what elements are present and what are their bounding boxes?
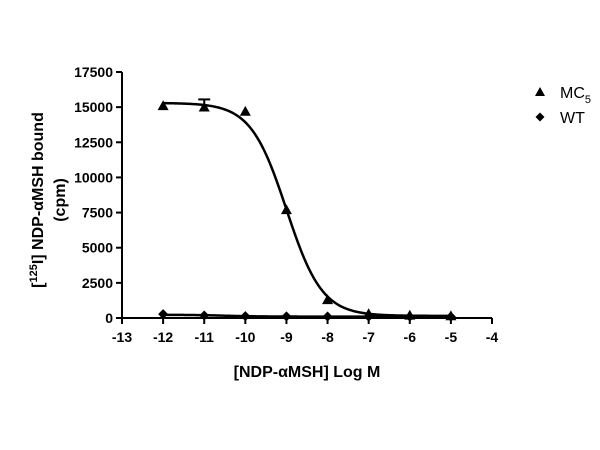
x-axis-title: [NDP-αMSH] Log M [234, 364, 381, 381]
x-tick-label: -4 [486, 329, 499, 345]
y-tick-label: 5000 [82, 240, 113, 256]
legend-marker-triangle [535, 87, 545, 96]
y-tick-label: 0 [105, 310, 113, 326]
x-tick-label: -6 [404, 329, 417, 345]
y-axis-title-units: (cpm) [52, 178, 69, 222]
data-point-triangle [322, 294, 334, 305]
y-tick-label: 15000 [74, 99, 113, 115]
data-point-diamond [240, 311, 251, 322]
svg-text:[125I] NDP-αMSH bound: [125I] NDP-αMSH bound [28, 112, 47, 288]
y-tick-label: 17500 [74, 64, 113, 80]
data-point-diamond [281, 311, 292, 322]
data-point-diamond [404, 311, 415, 322]
data-point-diamond [158, 309, 169, 320]
data-point-triangle [198, 101, 210, 112]
x-tick-label: -9 [280, 329, 293, 345]
y-tick-label: 12500 [74, 134, 113, 150]
legend-label-diamond: WT [560, 110, 585, 127]
x-tick-label: -12 [153, 329, 173, 345]
x-tick-label: -8 [321, 329, 334, 345]
y-tick-label: 10000 [74, 169, 113, 185]
x-tick-label: -11 [194, 329, 214, 345]
x-tick-label: -10 [235, 329, 255, 345]
fit-curve-diamond [163, 313, 451, 318]
y-tick-label: 7500 [82, 205, 113, 221]
x-tick-label: -7 [362, 329, 375, 345]
y-tick-label: 2500 [82, 275, 113, 291]
data-point-diamond [199, 310, 210, 321]
data-point-triangle [157, 100, 169, 111]
x-tick-label: -13 [112, 329, 132, 345]
legend-marker-diamond [535, 112, 545, 122]
fit-curve-triangle [163, 101, 451, 318]
data-point-diamond [322, 311, 333, 322]
data-point-diamond [445, 311, 456, 322]
legend-label-triangle: MC5 [560, 85, 591, 106]
x-tick-label: -5 [445, 329, 458, 345]
data-point-triangle [280, 204, 292, 215]
y-axis-title: [125I] NDP-αMSH bound (cpm) [28, 112, 69, 288]
data-point-triangle [239, 105, 251, 116]
data-point-diamond [363, 311, 374, 322]
